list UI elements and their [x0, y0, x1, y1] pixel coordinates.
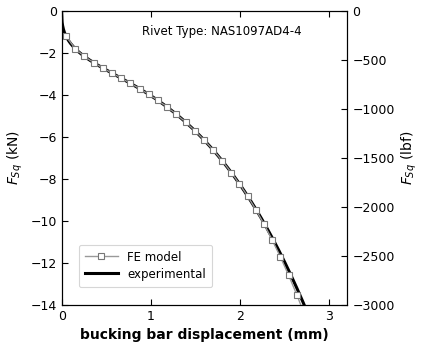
experimental — [264, 226, 269, 230]
FE model — [303, 314, 308, 318]
FE model — [119, 76, 124, 80]
FE model — [220, 159, 225, 163]
Y-axis label: $F_{Sq}$ (lbf): $F_{Sq}$ (lbf) — [400, 130, 419, 185]
FE model — [137, 87, 142, 91]
FE model — [211, 148, 216, 152]
X-axis label: bucking bar displacement (mm): bucking bar displacement (mm) — [80, 329, 329, 342]
FE model — [110, 71, 115, 75]
experimental — [107, 70, 112, 74]
FE model — [192, 128, 197, 133]
FE model — [174, 112, 179, 116]
FE model — [245, 194, 250, 198]
experimental — [220, 159, 225, 163]
experimental — [241, 188, 246, 192]
FE model — [64, 34, 69, 38]
Y-axis label: $F_{Sq}$ (kN): $F_{Sq}$ (kN) — [6, 130, 25, 185]
FE model — [156, 98, 161, 103]
FE model — [261, 222, 266, 226]
Line: FE model: FE model — [63, 33, 333, 348]
FE model — [73, 47, 78, 51]
FE model — [237, 182, 242, 186]
FE model — [294, 293, 299, 297]
FE model — [183, 120, 188, 124]
FE model — [146, 92, 151, 96]
Text: Rivet Type: NAS1097AD4-4: Rivet Type: NAS1097AD4-4 — [142, 25, 301, 38]
FE model — [311, 335, 316, 340]
FE model — [201, 138, 207, 142]
experimental — [59, 11, 64, 16]
experimental — [182, 119, 187, 124]
FE model — [269, 238, 275, 242]
FE model — [278, 255, 283, 259]
Line: experimental: experimental — [62, 14, 334, 348]
FE model — [253, 207, 258, 212]
Legend: FE model, experimental: FE model, experimental — [79, 245, 212, 287]
FE model — [164, 105, 170, 109]
FE model — [286, 273, 291, 277]
FE model — [229, 171, 234, 175]
experimental — [129, 82, 134, 86]
FE model — [82, 54, 87, 58]
FE model — [100, 66, 105, 70]
FE model — [91, 61, 96, 65]
FE model — [128, 81, 133, 85]
